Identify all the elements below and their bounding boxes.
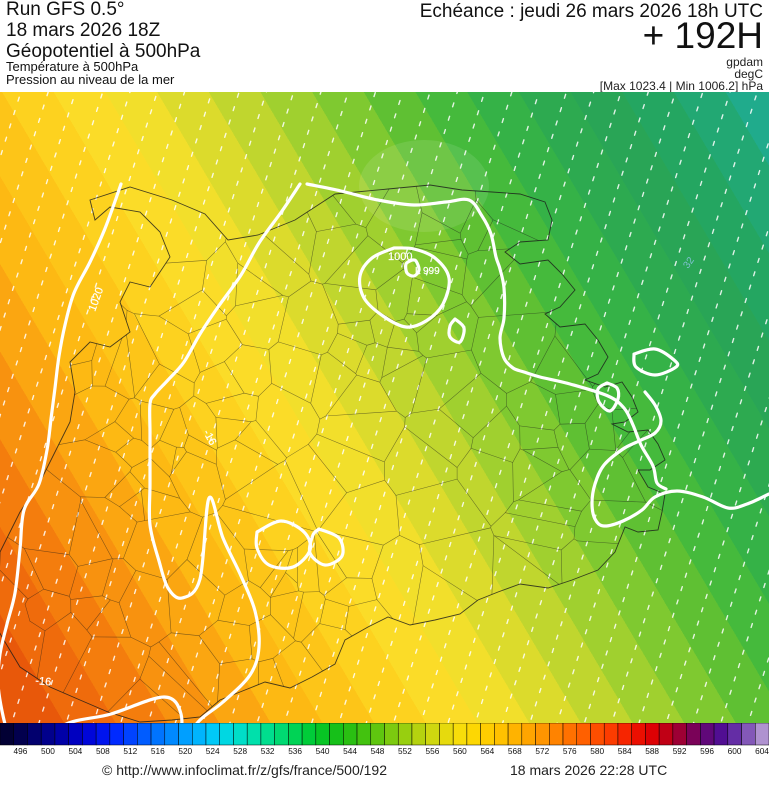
svg-text:L 999: L 999 <box>415 266 440 277</box>
svg-text:-16: -16 <box>35 675 52 689</box>
svg-text:1000: 1000 <box>388 251 412 263</box>
